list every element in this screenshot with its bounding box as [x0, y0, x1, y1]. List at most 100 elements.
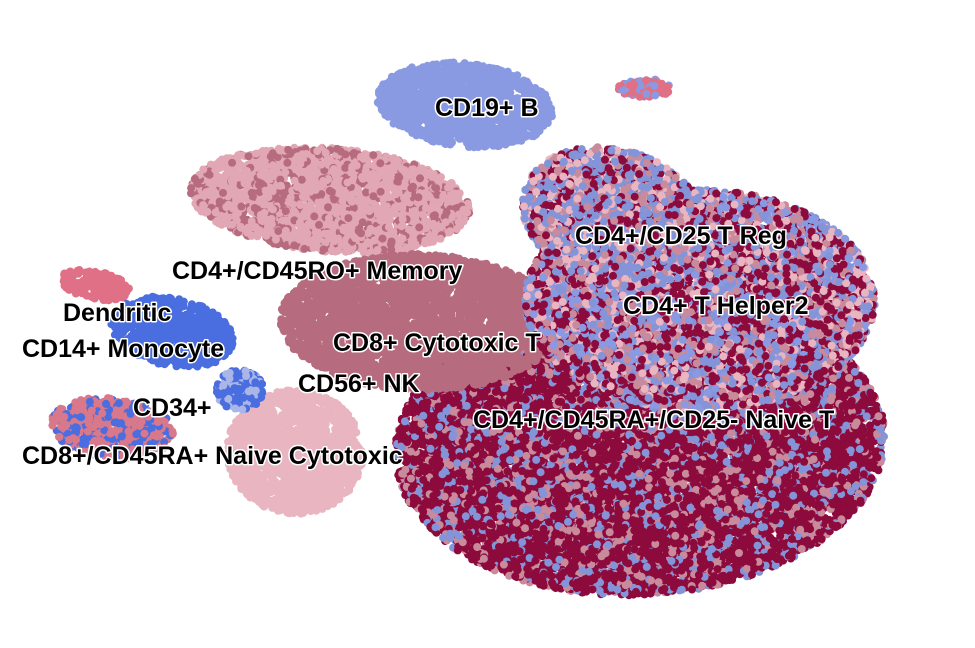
- cell-dot: [283, 159, 291, 167]
- cell-dot: [206, 171, 214, 179]
- cell-dot: [257, 171, 265, 179]
- cell-dot: [414, 193, 422, 201]
- cell-dot: [233, 217, 241, 225]
- cell-dot: [376, 159, 384, 167]
- cell-dot: [241, 178, 249, 186]
- cell-dot: [277, 182, 285, 190]
- cell-dot: [385, 178, 393, 186]
- cell-dot: [273, 195, 281, 203]
- cell-dot: [307, 188, 315, 196]
- cell-dot: [282, 207, 290, 215]
- cell-dot: [300, 245, 308, 253]
- cell-dot: [410, 207, 418, 215]
- cell-dot: [313, 147, 321, 155]
- cell-dot: [317, 198, 325, 206]
- cell-dot: [419, 166, 427, 174]
- cell-dot: [365, 240, 373, 248]
- cell-dot: [219, 189, 227, 197]
- cell-dot: [228, 159, 236, 167]
- cell-dot: [446, 227, 454, 235]
- cell-dot: [430, 170, 438, 178]
- cell-dot: [324, 219, 332, 227]
- cell-dot: [209, 180, 217, 188]
- cell-dot: [262, 187, 270, 195]
- cell-dot: [266, 169, 274, 177]
- cell-dot: [365, 229, 373, 237]
- cell-dot: [415, 223, 423, 231]
- cell-dot: [322, 149, 330, 157]
- cell-dot: [443, 208, 451, 216]
- cell-dot: [222, 203, 230, 211]
- cell-dot: [319, 181, 327, 189]
- cell-dot: [315, 221, 323, 229]
- cell-dot: [320, 245, 328, 253]
- cell-dot: [332, 171, 340, 179]
- cell-dot: [399, 235, 407, 243]
- cell-dot: [324, 203, 332, 211]
- cell-dot: [280, 189, 288, 197]
- cell-dot: [299, 155, 307, 163]
- cell-dot: [388, 238, 396, 246]
- cell-dot: [243, 229, 251, 237]
- cell-dot: [328, 188, 336, 196]
- cell-dot: [204, 188, 212, 196]
- cell-dot: [442, 218, 450, 226]
- cell-dot: [338, 205, 346, 213]
- cell-dot: [348, 176, 356, 184]
- cell-dot: [421, 237, 429, 245]
- cell-dot: [291, 177, 299, 185]
- cell-dot: [308, 178, 316, 186]
- cell-dot: [369, 151, 377, 159]
- cell-dot: [385, 193, 393, 201]
- cell-dot: [463, 208, 471, 216]
- cell-dot: [353, 189, 361, 197]
- cell-dot: [399, 216, 407, 224]
- cell-dot: [455, 218, 463, 226]
- cell-dot: [300, 210, 308, 218]
- cell-dot: [237, 203, 245, 211]
- cell-dot: [358, 173, 366, 181]
- cell-dot: [351, 219, 359, 227]
- cell-dot: [338, 239, 346, 247]
- cell-dot: [370, 175, 378, 183]
- cell-dot: [237, 161, 245, 169]
- cell-dot: [269, 205, 277, 213]
- cell-dot: [340, 226, 348, 234]
- cell-dot: [262, 162, 270, 170]
- cell-dot: [385, 223, 393, 231]
- cell-dot: [421, 217, 429, 225]
- cell-dot: [272, 236, 280, 244]
- cell-dot: [353, 162, 361, 170]
- cell-dot: [283, 233, 291, 241]
- cell-dot: [216, 198, 224, 206]
- cell-dot: [216, 164, 224, 172]
- cell-dot: [198, 208, 206, 216]
- cell-dot: [344, 214, 352, 222]
- cell-dot: [394, 157, 402, 165]
- cell-dot: [424, 190, 432, 198]
- cell-dot: [284, 146, 292, 154]
- cell-dot: [390, 185, 398, 193]
- cell-dot: [296, 219, 304, 227]
- cell-dot: [341, 164, 349, 172]
- cell-dot: [251, 204, 259, 212]
- cell-dot: [382, 209, 390, 217]
- cell-dot: [312, 159, 320, 167]
- cell-dot: [199, 166, 207, 174]
- cell-dot: [269, 161, 277, 169]
- cell-dot: [298, 176, 306, 184]
- cell-dot: [429, 220, 437, 228]
- cell-dot: [311, 240, 319, 248]
- cell-dot: [378, 170, 386, 178]
- cell-dot: [304, 230, 312, 238]
- cell-dot: [398, 222, 406, 230]
- cell-dot: [274, 227, 282, 235]
- cell-dot: [409, 236, 417, 244]
- cell-dot: [289, 200, 297, 208]
- cell-dot: [245, 152, 253, 160]
- cell-dot: [262, 228, 270, 236]
- cell-dot: [258, 215, 266, 223]
- cell-dot: [377, 188, 385, 196]
- cell-dot: [369, 192, 377, 200]
